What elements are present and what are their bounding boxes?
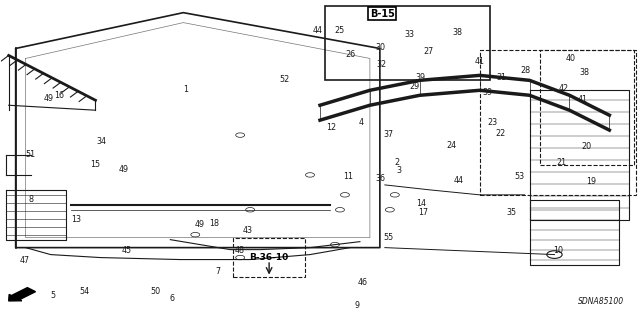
Text: 52: 52 [280, 75, 290, 84]
Text: 12: 12 [326, 123, 336, 132]
Text: B-15: B-15 [370, 9, 395, 19]
Text: 53: 53 [515, 172, 525, 181]
Text: 18: 18 [210, 219, 220, 227]
Text: 55: 55 [384, 233, 394, 242]
Text: 49: 49 [195, 220, 205, 229]
Text: Fr.: Fr. [24, 280, 34, 289]
Text: 40: 40 [566, 54, 576, 63]
Text: 19: 19 [586, 177, 596, 186]
Text: 45: 45 [122, 246, 132, 255]
Text: 25: 25 [334, 26, 344, 35]
Text: 39: 39 [483, 88, 492, 97]
Text: 5: 5 [51, 291, 56, 300]
Text: 1: 1 [184, 85, 188, 94]
Text: 31: 31 [497, 73, 506, 82]
Text: 44: 44 [313, 26, 323, 35]
Text: 6: 6 [170, 294, 174, 303]
Text: 44: 44 [454, 176, 463, 185]
Bar [540, 50, 634, 165]
Text: 20: 20 [581, 142, 591, 151]
Text: 43: 43 [243, 226, 253, 234]
Text: 34: 34 [97, 137, 107, 145]
Text: 15: 15 [90, 160, 100, 169]
Text: 38: 38 [452, 28, 462, 37]
Text: 38: 38 [579, 68, 589, 77]
Text: 29: 29 [410, 82, 420, 91]
Text: 2: 2 [394, 158, 399, 167]
Text: B-36-10: B-36-10 [250, 253, 289, 262]
Text: 47: 47 [20, 256, 30, 265]
Bar [325, 6, 490, 80]
Text: 33: 33 [404, 30, 415, 39]
Text: 21: 21 [556, 158, 566, 167]
Text: 14: 14 [416, 199, 426, 208]
Text: 32: 32 [377, 60, 387, 69]
Text: 50: 50 [151, 287, 161, 296]
Text: 35: 35 [506, 208, 516, 217]
Text: 22: 22 [495, 129, 505, 138]
Text: 30: 30 [375, 43, 385, 52]
Text: 27: 27 [424, 47, 434, 56]
Text: 49: 49 [44, 94, 54, 103]
Text: 23: 23 [488, 118, 497, 128]
Text: 4: 4 [359, 117, 364, 127]
Text: 49: 49 [119, 166, 129, 174]
Text: 10: 10 [553, 246, 563, 255]
Text: 13: 13 [71, 215, 81, 224]
Text: 24: 24 [447, 141, 456, 150]
Text: 26: 26 [345, 50, 355, 59]
Text: 41: 41 [578, 95, 588, 104]
Text: 41: 41 [475, 56, 484, 65]
Text: 11: 11 [343, 173, 353, 182]
Text: 8: 8 [29, 195, 34, 204]
Text: 36: 36 [375, 174, 385, 183]
Bar [233, 238, 305, 278]
Text: 28: 28 [520, 66, 531, 75]
Text: 48: 48 [234, 246, 244, 255]
Text: 9: 9 [355, 301, 360, 310]
Text: 16: 16 [54, 92, 65, 100]
Text: 54: 54 [79, 287, 90, 296]
Text: 42: 42 [559, 84, 569, 93]
Text: 46: 46 [357, 278, 367, 287]
Text: 17: 17 [419, 208, 429, 217]
Text: 39: 39 [415, 73, 426, 82]
Text: 3: 3 [397, 166, 402, 175]
Text: 7: 7 [215, 267, 220, 276]
Text: 37: 37 [384, 130, 394, 139]
Text: 51: 51 [25, 150, 35, 159]
FancyArrow shape [9, 288, 35, 301]
Bar [479, 50, 636, 195]
Text: SDNA85100: SDNA85100 [578, 297, 625, 306]
